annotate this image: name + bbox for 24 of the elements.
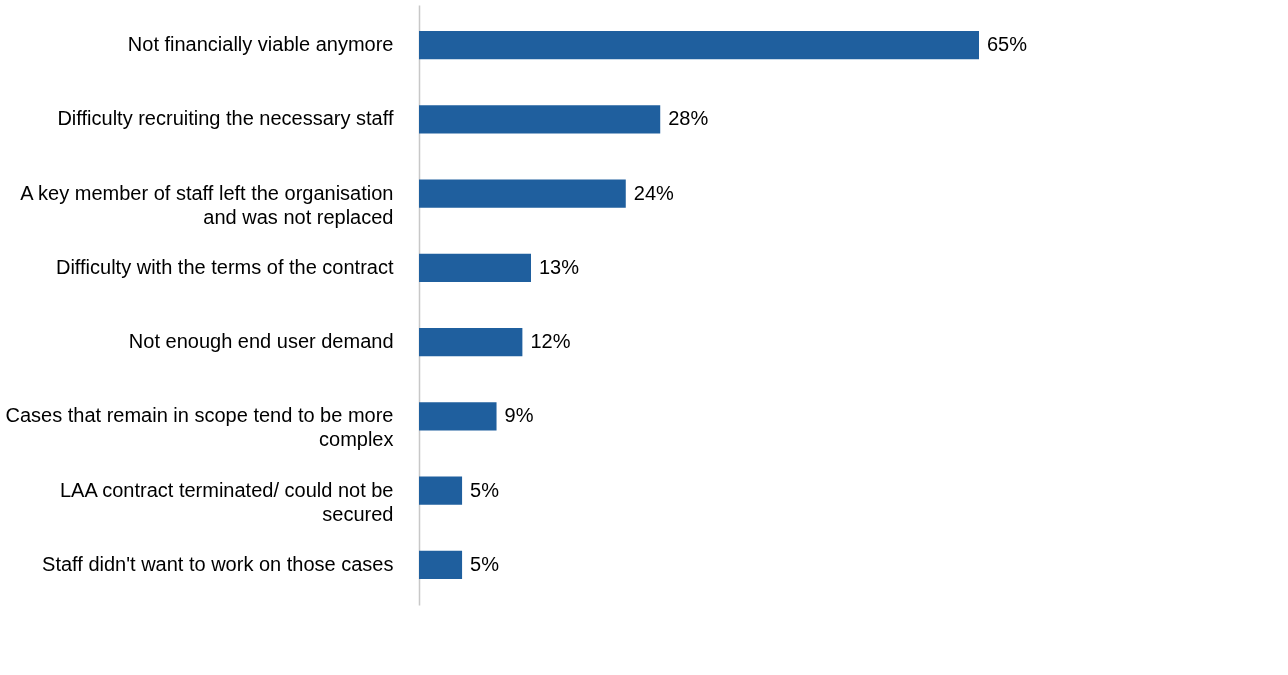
y-tick-label: LAA contract terminated/ could not be secured <box>59 478 394 525</box>
y-tick-label: Difficulty with the terms of the contract <box>55 255 394 278</box>
data-label: 24% <box>633 181 675 204</box>
bar <box>419 328 523 357</box>
y-tick-label: Not financially viable anymore <box>127 33 394 56</box>
bar <box>419 179 626 208</box>
data-label: 5% <box>470 478 500 501</box>
data-label: 5% <box>470 552 500 575</box>
data-label: 28% <box>668 107 709 130</box>
bar <box>419 402 497 431</box>
bar <box>419 476 463 505</box>
y-tick-label: Staff didn't want to work on those cases <box>42 552 394 575</box>
data-label: 13% <box>539 255 580 278</box>
y-tick-label: Cases that remain in scope tend to be more complex <box>5 404 394 451</box>
data-label: 65% <box>987 33 1028 56</box>
bar <box>419 105 661 134</box>
y-tick-label: A key member of staff left the organisation and was not replaced <box>20 181 394 228</box>
data-label: 9% <box>504 404 534 427</box>
bar <box>419 550 463 580</box>
bar <box>419 30 979 60</box>
data-label: 12% <box>530 330 571 353</box>
bar <box>419 253 531 282</box>
y-tick-label: Difficulty recruiting the necessary staff <box>57 107 394 130</box>
y-tick-label: Not enough end user demand <box>128 330 394 353</box>
